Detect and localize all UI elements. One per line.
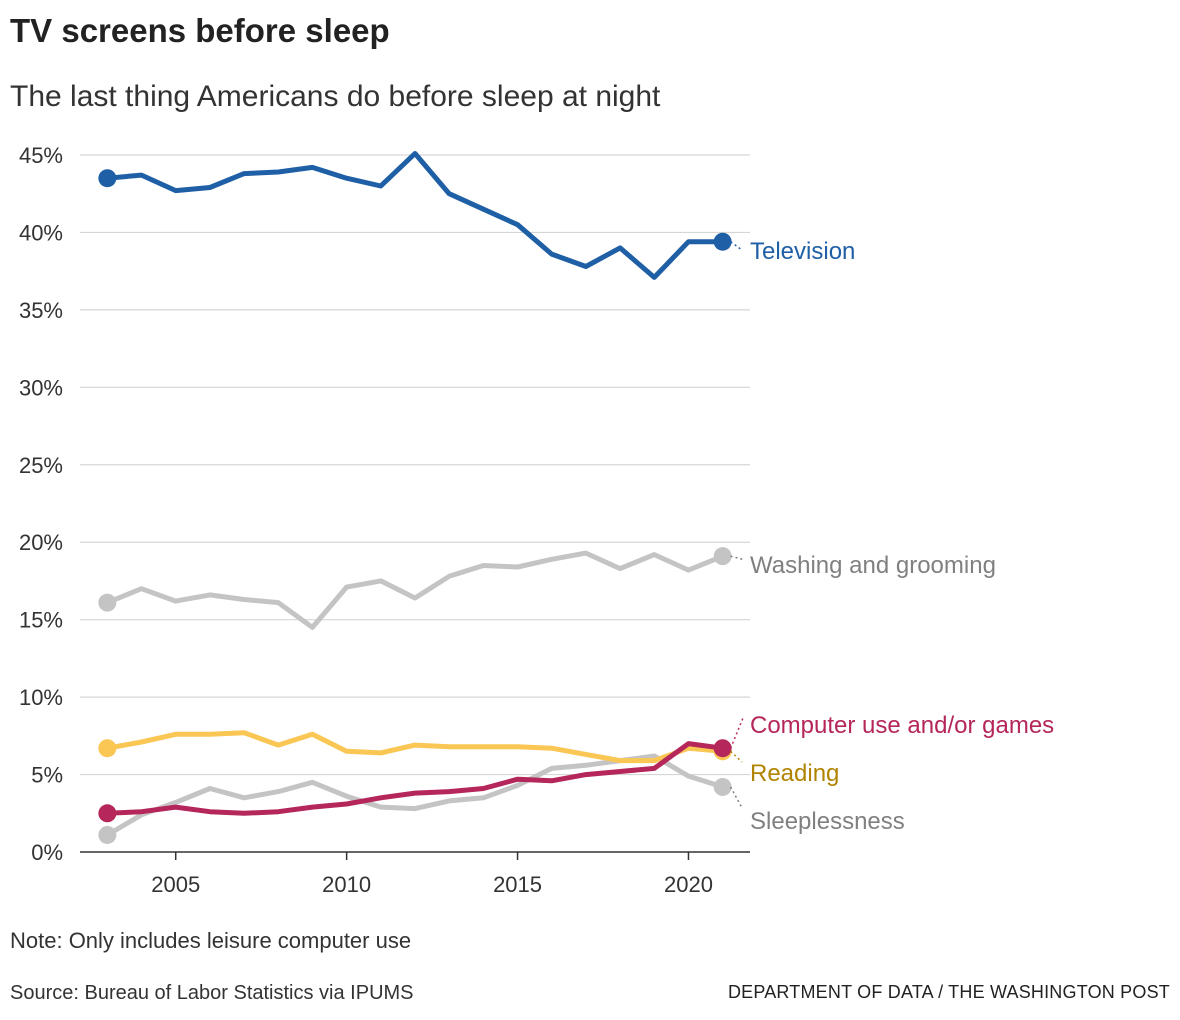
gridlines	[80, 154, 750, 853]
y-tick-label: 35%	[19, 298, 63, 323]
series-start-dot	[98, 804, 117, 823]
y-tick-label: 0%	[31, 840, 63, 865]
series-end-dot	[713, 547, 732, 566]
series-end-dot	[713, 739, 732, 758]
series-start-dot	[98, 739, 117, 758]
y-axis-ticks: 0% 5% 10% 15% 20% 25% 30% 35% 40% 45%	[19, 143, 63, 865]
y-tick-label: 45%	[19, 143, 63, 168]
y-tick-label: 30%	[19, 375, 63, 400]
y-tick-label: 20%	[19, 530, 63, 555]
label-leader	[730, 555, 746, 561]
chart-credit: DEPARTMENT OF DATA / THE WASHINGTON POST	[727, 982, 1170, 1002]
series-start-dot	[98, 169, 117, 188]
x-tick-label: 2010	[322, 872, 371, 897]
y-tick-label: 40%	[19, 220, 63, 245]
chart-title: TV screens before sleep	[10, 12, 390, 49]
series-lines	[98, 151, 732, 844]
series-start-dot	[98, 825, 117, 844]
series-label: Sleeplessness	[750, 808, 905, 835]
series-line	[104, 151, 726, 280]
x-axis-ticks: 2005 2010 2015 2020	[151, 852, 713, 897]
series-label: Television	[750, 238, 855, 265]
series-labels: Television Washing and grooming Sleeplessn…	[729, 238, 1054, 835]
chart-note: Note: Only includes leisure computer use	[10, 928, 412, 953]
series-start-dot	[98, 593, 117, 612]
series-label: Reading	[750, 760, 839, 787]
y-tick-label: 10%	[19, 685, 63, 710]
label-leader	[730, 750, 743, 763]
y-tick-label: 25%	[19, 453, 63, 478]
series-line	[104, 550, 726, 630]
series-line	[104, 730, 726, 764]
x-tick-label: 2005	[151, 872, 200, 897]
x-tick-label: 2015	[493, 872, 542, 897]
series-end-dot	[713, 777, 732, 796]
label-leader	[730, 241, 743, 251]
series-line	[104, 741, 726, 816]
series-label: Washing and grooming	[750, 552, 996, 579]
label-leader	[729, 786, 743, 809]
chart-source: Source: Bureau of Labor Statistics via I…	[10, 982, 414, 1004]
series-label: Computer use and/or games	[750, 712, 1054, 739]
y-tick-label: 15%	[19, 608, 63, 633]
label-leader	[729, 717, 744, 749]
x-tick-label: 2020	[664, 872, 713, 897]
chart-subtitle: The last thing Americans do before sleep…	[10, 80, 661, 113]
series-end-dot	[713, 232, 732, 251]
y-tick-label: 5%	[31, 763, 63, 788]
